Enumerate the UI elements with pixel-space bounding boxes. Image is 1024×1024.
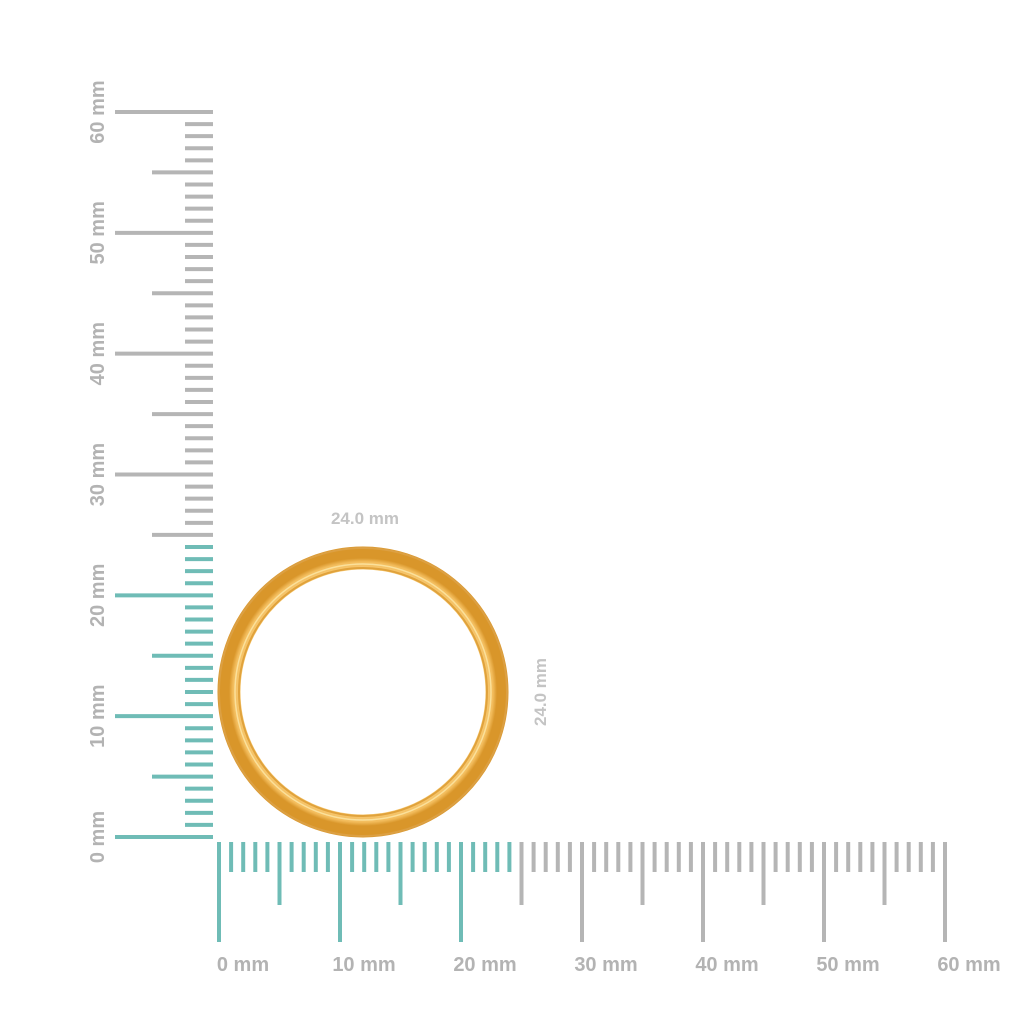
horizontal-ruler-label: 60 mm — [937, 954, 1000, 976]
horizontal-ruler-label: 10 mm — [332, 954, 395, 976]
horizontal-ruler — [217, 842, 947, 942]
ring-width-label: 24.0 mm — [331, 509, 399, 528]
horizontal-ruler-labels: 0 mm 10 mm 20 mm 30 mm 40 mm 50 mm 60 mm — [217, 954, 1001, 976]
vertical-ruler-labels: 0 mm 10 mm 20 mm 30 mm 40 mm 50 mm 60 mm — [87, 80, 109, 863]
vertical-ruler-label: 0 mm — [87, 811, 109, 863]
vertical-ruler-label: 50 mm — [87, 201, 109, 264]
ring-outer-edge — [218, 547, 508, 837]
ring-inner-edge — [238, 567, 488, 817]
horizontal-ruler-label: 50 mm — [816, 954, 879, 976]
vertical-ruler-label: 20 mm — [87, 564, 109, 627]
vertical-ruler — [115, 110, 213, 839]
horizontal-ruler-label: 20 mm — [453, 954, 516, 976]
vertical-ruler-label: 30 mm — [87, 443, 109, 506]
ring-inner-highlight — [234, 563, 492, 821]
ring-height-label: 24.0 mm — [531, 658, 550, 726]
horizontal-ruler-label: 0 mm — [217, 954, 269, 976]
horizontal-ruler-label: 40 mm — [695, 954, 758, 976]
vertical-ruler-label: 40 mm — [87, 322, 109, 385]
ring-band — [217, 546, 509, 838]
ring-image — [217, 546, 509, 838]
vertical-ruler-label: 10 mm — [87, 684, 109, 747]
horizontal-ruler-label: 30 mm — [574, 954, 637, 976]
vertical-ruler-label: 60 mm — [87, 80, 109, 143]
